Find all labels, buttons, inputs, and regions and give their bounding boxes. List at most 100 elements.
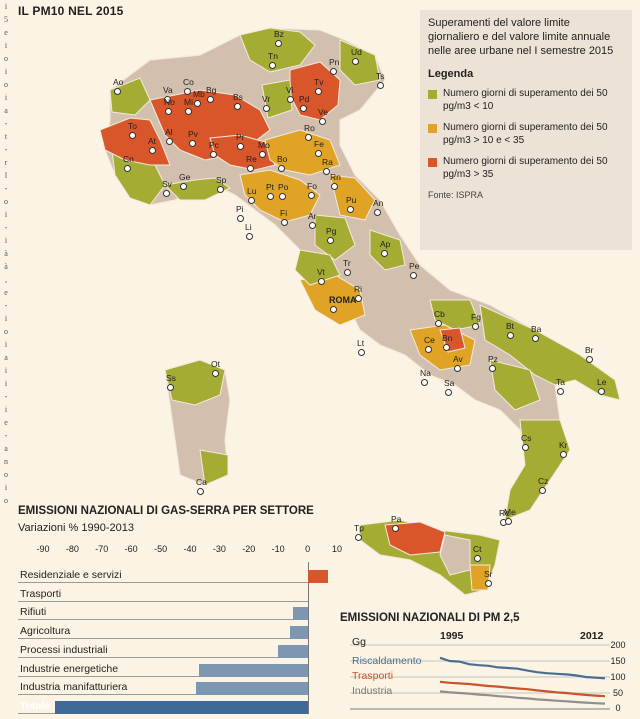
city-label: Bs xyxy=(233,92,243,102)
ghg-category-label: Rifiuti xyxy=(20,606,47,619)
sardinia-green-n xyxy=(164,359,226,406)
city-marker xyxy=(392,525,399,532)
city-marker xyxy=(248,197,255,204)
city-marker xyxy=(421,379,428,386)
pm25-series-industria: Industria xyxy=(352,685,393,697)
ghg-tick-label: 10 xyxy=(331,544,343,554)
city-label: Bn xyxy=(442,333,453,343)
city-label: Ve xyxy=(318,107,328,117)
city-label: Li xyxy=(245,222,252,232)
pm25-ylabel: Gg xyxy=(352,636,367,648)
ghg-category-label: Processi industriali xyxy=(20,643,108,656)
city-marker xyxy=(237,215,244,222)
sicily-beige xyxy=(439,534,471,576)
city-marker xyxy=(425,346,432,353)
city-marker xyxy=(377,82,384,89)
city-marker xyxy=(381,250,388,257)
city-marker xyxy=(234,103,241,110)
city-marker xyxy=(129,132,136,139)
city-label: Me xyxy=(504,507,516,517)
city-label: Sp xyxy=(216,175,227,185)
city-label: Bg xyxy=(206,85,217,95)
city-label: Pg xyxy=(326,226,337,236)
city-label: Cb xyxy=(434,309,445,319)
ghg-category-label: Agricoltura xyxy=(20,625,71,638)
city-label: Ri xyxy=(354,284,363,294)
city-marker xyxy=(319,118,326,125)
pm25-ytick: 0 xyxy=(615,703,621,713)
city-label: Co xyxy=(183,77,194,87)
ghg-category-label: Residenziale e servizi xyxy=(20,569,122,581)
city-label: Ba xyxy=(531,324,542,334)
city-label: Fe xyxy=(314,139,324,149)
ghg-category-label: Industria manifatturiera xyxy=(20,681,128,694)
region-green-trentino xyxy=(239,27,316,73)
city-marker xyxy=(445,389,452,396)
city-label: Na xyxy=(420,368,431,378)
ghg-row-line xyxy=(18,619,308,621)
city-marker xyxy=(275,40,282,47)
city-marker xyxy=(287,96,294,103)
ghg-bar xyxy=(289,626,308,640)
city-marker xyxy=(163,190,170,197)
city-label: Rn xyxy=(330,172,341,182)
legend-swatch-high xyxy=(428,158,437,167)
city-label: Ts xyxy=(376,71,385,81)
city-marker xyxy=(330,306,337,313)
city-marker xyxy=(327,237,334,244)
city-label: Sr xyxy=(484,569,493,579)
city-label: Fo xyxy=(307,181,317,191)
city-marker xyxy=(165,108,172,115)
pm25-title: EMISSIONI NAZIONALI DI PM 2,5 xyxy=(340,612,520,624)
city-marker xyxy=(281,219,288,226)
ghg-tick-label: -40 xyxy=(183,544,197,554)
city-label: Lu xyxy=(247,186,257,196)
pm25-ytick: 150 xyxy=(610,656,626,666)
region-green-umbria xyxy=(314,214,356,261)
city-label: Rc xyxy=(499,508,510,518)
city-label: An xyxy=(373,198,384,208)
city-marker xyxy=(309,222,316,229)
city-marker xyxy=(472,323,479,330)
city-marker xyxy=(263,105,270,112)
ghg-tick-label: -80 xyxy=(65,544,79,554)
city-label: Pa xyxy=(391,514,402,524)
city-label: Vr xyxy=(262,94,271,104)
ghg-category-label: Totale xyxy=(20,699,51,712)
city-label: Lt xyxy=(357,338,365,348)
city-marker xyxy=(185,108,192,115)
city-label: Re xyxy=(246,154,257,164)
legend-source: Fonte: ISPRA xyxy=(428,190,484,200)
city-marker xyxy=(443,344,450,351)
pm25-series-trasporti: Trasporti xyxy=(352,670,394,682)
city-marker xyxy=(269,62,276,69)
map-title: IL PM10 NEL 2015 xyxy=(18,4,124,18)
pm25-chart xyxy=(350,644,610,710)
region-green-calabria xyxy=(504,419,571,521)
ghg-subtitle: Variazioni % 1990-2013 xyxy=(18,522,134,534)
city-marker xyxy=(344,269,351,276)
city-label: Pn xyxy=(329,57,340,67)
city-marker xyxy=(184,88,191,95)
city-label: Av xyxy=(453,354,463,364)
pm25-series-line xyxy=(439,680,606,698)
ghg-bar xyxy=(195,682,308,696)
ghg-tick-label: -20 xyxy=(242,544,256,554)
ghg-title: EMISSIONI NAZIONALI DI GAS-SERRA PER SET… xyxy=(18,505,314,517)
city-label: Cz xyxy=(538,476,549,486)
city-marker xyxy=(522,444,529,451)
city-marker xyxy=(207,96,214,103)
city-label: Ot xyxy=(211,359,220,369)
city-marker xyxy=(259,151,266,158)
city-marker xyxy=(167,384,174,391)
city-marker xyxy=(330,68,337,75)
pm25-ytick: 200 xyxy=(610,640,626,650)
city-label: ROMA xyxy=(329,295,357,305)
city-marker xyxy=(505,518,512,525)
ghg-row-line xyxy=(18,656,308,658)
pm25-series-line xyxy=(439,656,606,680)
city-marker xyxy=(347,206,354,213)
city-marker xyxy=(114,88,121,95)
city-label: Sa xyxy=(444,378,455,388)
